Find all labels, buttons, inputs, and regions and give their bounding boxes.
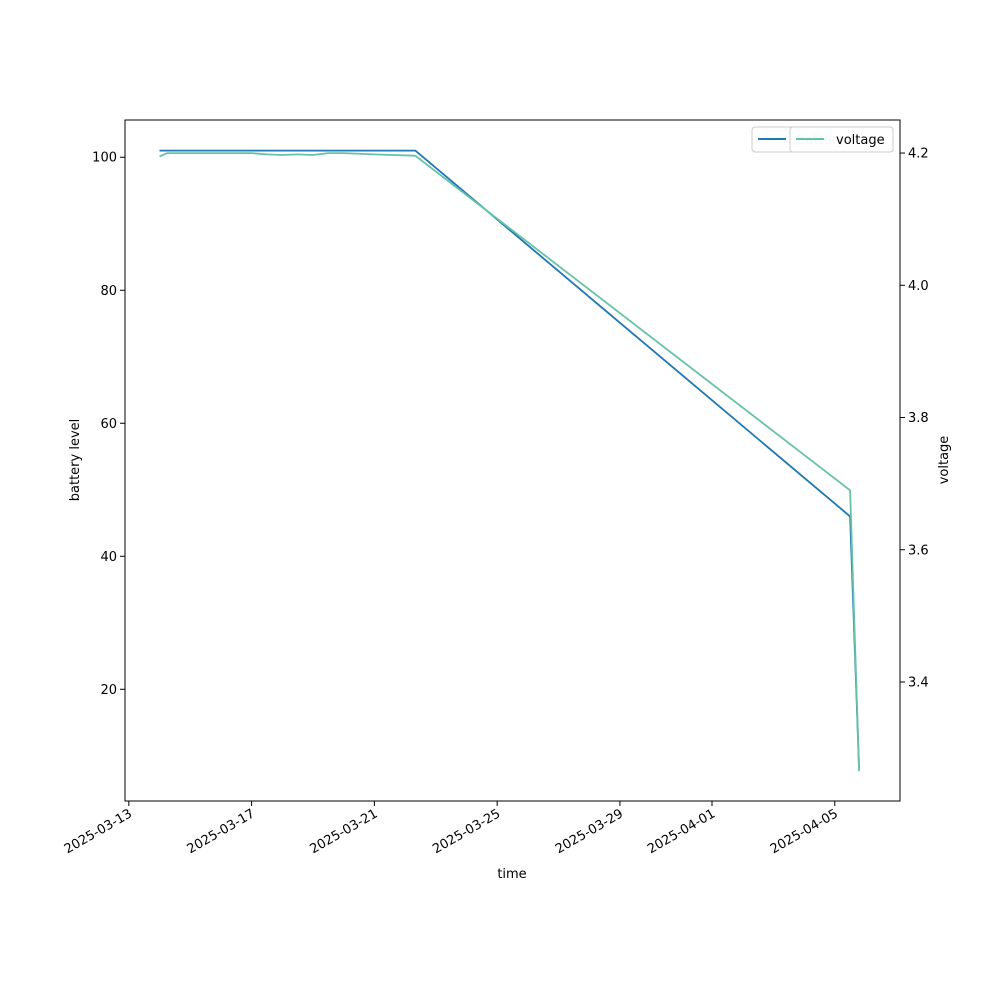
right-y-tick-label: 4.0 <box>908 279 929 294</box>
right-y-tick-label: 3.6 <box>908 543 929 558</box>
left-y-tick-label: 100 <box>92 151 117 166</box>
legend-label-voltage: voltage <box>836 133 885 148</box>
right-y-tick-label: 3.4 <box>908 675 929 690</box>
left-y-tick-label: 80 <box>100 284 117 299</box>
left-y-tick-label: 20 <box>100 683 117 698</box>
right-y-axis-label: voltage <box>937 436 952 485</box>
left-y-tick-label: 40 <box>100 550 117 565</box>
right-y-tick-label: 4.2 <box>908 147 929 162</box>
left-y-axis-label: battery level <box>68 419 83 502</box>
x-axis-label: time <box>497 867 526 882</box>
right-y-axis-ticks: 3.4 3.6 3.8 4.0 4.2 <box>900 147 929 690</box>
legend-box <box>789 126 894 153</box>
legend-voltage: voltage <box>789 126 894 153</box>
plot-lines <box>159 149 860 772</box>
left-y-axis-ticks: 20 40 60 80 100 <box>92 151 125 698</box>
series-line-voltage <box>159 152 860 772</box>
plot-frame <box>124 119 901 802</box>
right-y-tick-label: 3.8 <box>908 411 929 426</box>
left-y-tick-label: 60 <box>100 417 117 432</box>
